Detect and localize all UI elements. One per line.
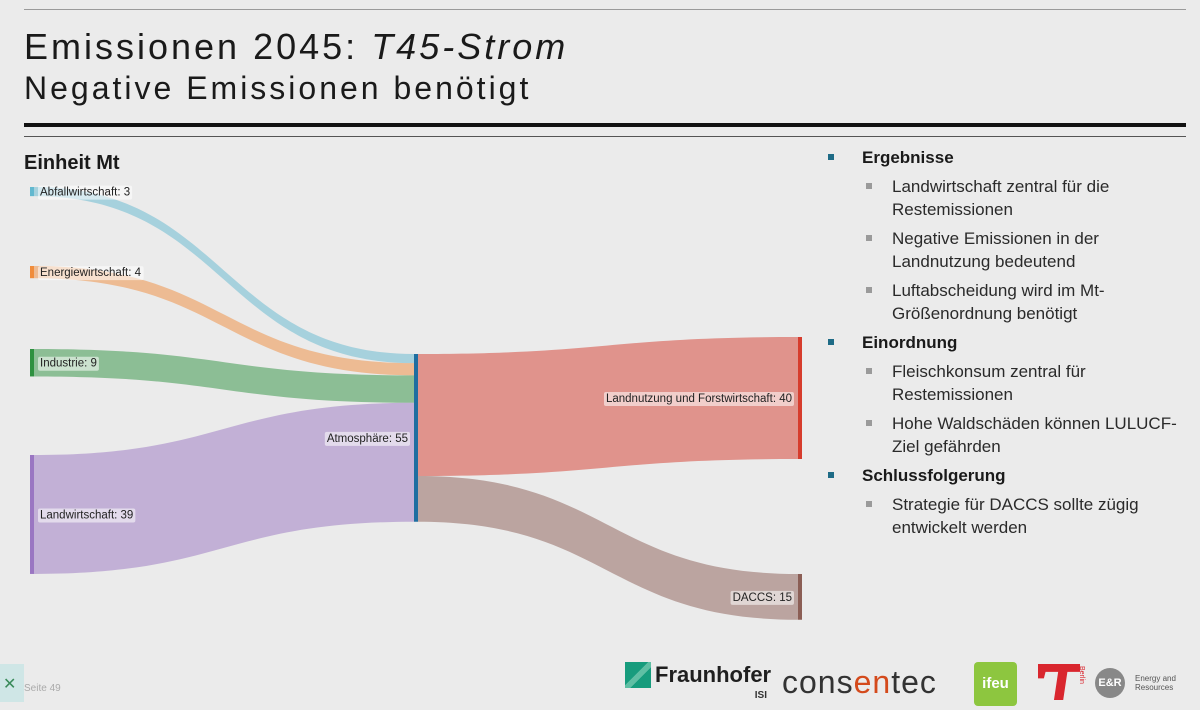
- bullet-item: Landwirtschaft zentral für die Restemiss…: [822, 175, 1182, 221]
- sankey-label-industrie: Industrie: 9: [40, 358, 97, 370]
- title-line-2: Negative Emissionen benötigt: [24, 70, 532, 106]
- sub-bullet-square-icon: [866, 368, 872, 374]
- tu-mark-icon: [1038, 664, 1080, 700]
- sankey-link-industrie-atmosphaere: [34, 349, 414, 403]
- sub-bullet-square-icon: [866, 235, 872, 241]
- title-divider-thick: [24, 123, 1186, 127]
- bullet-item: Negative Emissionen in der Landnutzung b…: [822, 227, 1182, 273]
- sankey-node-landwirtschaft: [30, 455, 34, 574]
- bullet-square-icon: [828, 154, 834, 160]
- sankey-link-energie-atmosphaere: [34, 266, 414, 376]
- sub-bullet-square-icon: [866, 183, 872, 189]
- sankey-link-atmosphaere-landnutzung: [418, 337, 798, 476]
- bullet-square-icon: [828, 472, 834, 478]
- title-scenario: T45-Strom: [371, 26, 569, 67]
- sankey-label-bg: [324, 431, 410, 446]
- bullet-item: Fleischkonsum zentral für Restemissionen: [822, 360, 1182, 406]
- findings-list: Ergebnisse Landwirtschaft zentral für die…: [822, 146, 1182, 545]
- sankey-label-landnutzung: Landnutzung und Forstwirtschaft: 40: [606, 393, 792, 405]
- title-line-1: Emissionen 2045: T45-Strom: [24, 26, 568, 68]
- tu-berlin-logo: Berlin: [1038, 662, 1088, 702]
- sub-bullet-square-icon: [866, 501, 872, 507]
- fraunhofer-logo: Fraunhofer ISI: [625, 660, 773, 704]
- bullet-item: Hohe Waldschäden können LULUCF-Ziel gefä…: [822, 412, 1182, 458]
- bullet-heading: Schlussfolgerung: [822, 464, 1182, 487]
- fraunhofer-word: Fraunhofer: [655, 662, 772, 687]
- bullet-heading: Ergebnisse: [822, 146, 1182, 169]
- sankey-link-abfall-atmosphaere: [34, 187, 414, 364]
- er-text: Energy and Resources: [1135, 674, 1176, 692]
- bullet-square-icon: [828, 339, 834, 345]
- corner-logo-icon: ✕: [0, 664, 24, 702]
- fraunhofer-isi: ISI: [754, 690, 767, 701]
- sankey-label-bg: [603, 392, 794, 406]
- title-divider-thin: [24, 136, 1186, 137]
- slide-title: Emissionen 2045: T45-Strom Negative Emis…: [24, 26, 568, 108]
- sankey-label-bg: [38, 185, 133, 200]
- top-rule: [24, 9, 1186, 10]
- tu-berlin-text: Berlin: [1078, 666, 1085, 684]
- sankey-label-atmosphaere: Atmosphäre: 55: [327, 433, 408, 445]
- bullet-item: Strategie für DACCS sollte zügig entwick…: [822, 493, 1182, 539]
- sankey-label-daccs: DACCS: 15: [733, 592, 792, 604]
- sankey-diagram: Abfallwirtschaft: 3 Energiewirtschaft: 4 I…: [30, 185, 802, 620]
- page-number: Seite 49: [24, 683, 61, 694]
- sankey-label-landwirtschaft: Landwirtschaft: 39: [40, 509, 133, 521]
- sankey-label-energie: Energiewirtschaft: 4: [40, 267, 142, 279]
- sankey-label-abfall: Abfallwirtschaft: 3: [40, 187, 130, 199]
- energy-resources-logo: E&R Energy and Resources: [1095, 668, 1195, 702]
- sankey-label-bg: [38, 508, 136, 523]
- sankey-label-bg: [730, 590, 794, 605]
- sankey-link-atmosphaere-daccs: [418, 476, 798, 620]
- consentec-logo: consentec: [782, 664, 937, 700]
- unit-label: Einheit Mt: [24, 152, 120, 174]
- sankey-node-daccs: [798, 574, 802, 620]
- sankey-node-atmosphaere: [414, 354, 418, 522]
- sub-bullet-square-icon: [866, 287, 872, 293]
- sankey-label-bg: [38, 266, 144, 281]
- sankey-node-landnutzung: [798, 337, 802, 459]
- ifeu-logo: ifeu: [974, 662, 1017, 706]
- sankey-node-energie: [30, 266, 34, 279]
- sankey-link-landwirtschaft-atmosphaere: [34, 402, 414, 574]
- sankey-node-abfall: [30, 187, 34, 197]
- sankey-node-industrie: [30, 349, 34, 377]
- sankey-label-bg: [38, 356, 99, 371]
- sub-bullet-square-icon: [866, 420, 872, 426]
- fraunhofer-mark-icon: [625, 662, 651, 688]
- er-mark-icon: E&R: [1095, 668, 1125, 698]
- bullet-item: Luftabscheidung wird im Mt-Größenordnung…: [822, 279, 1182, 325]
- title-prefix: Emissionen 2045:: [24, 26, 372, 67]
- bullet-heading: Einordnung: [822, 331, 1182, 354]
